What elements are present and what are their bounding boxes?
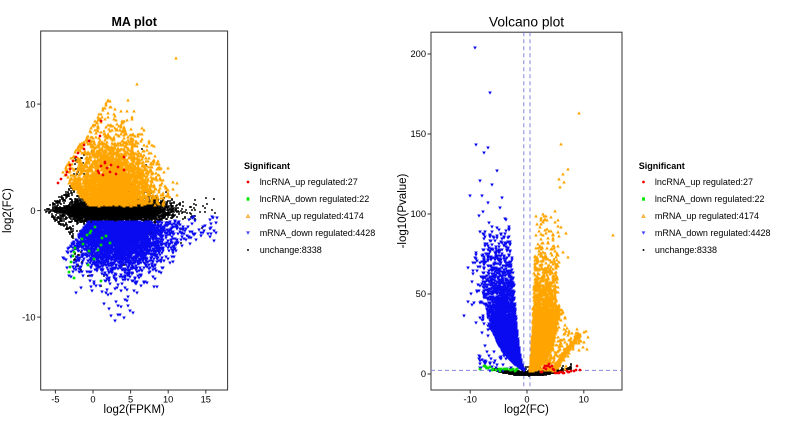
svg-text:log2(FPKM): log2(FPKM) xyxy=(104,404,166,416)
svg-text:lncRNA_up regulated:27: lncRNA_up regulated:27 xyxy=(655,177,753,187)
svg-text:0: 0 xyxy=(30,206,35,216)
svg-text:0: 0 xyxy=(524,395,529,405)
svg-text:mRNA_down regulated:4428: mRNA_down regulated:4428 xyxy=(260,228,376,238)
svg-text:mRNA_down regulated:4428: mRNA_down regulated:4428 xyxy=(655,228,771,238)
svg-text:0: 0 xyxy=(90,395,95,405)
svg-text:log2(FC): log2(FC) xyxy=(2,188,14,233)
svg-text:200: 200 xyxy=(410,49,426,59)
svg-text:10: 10 xyxy=(25,99,35,109)
svg-text:MA plot: MA plot xyxy=(112,15,158,29)
svg-text:unchange:8338: unchange:8338 xyxy=(260,245,322,255)
svg-text:-10: -10 xyxy=(463,395,476,405)
svg-text:Volcano plot: Volcano plot xyxy=(489,15,564,30)
svg-text:-5: -5 xyxy=(51,395,59,405)
svg-text:50: 50 xyxy=(416,289,426,299)
svg-text:lncRNA_down regulated:22: lncRNA_down regulated:22 xyxy=(655,194,765,204)
svg-text:lncRNA_up regulated:27: lncRNA_up regulated:27 xyxy=(260,177,358,187)
svg-text:10: 10 xyxy=(163,395,173,405)
svg-text:lncRNA_down regulated:22: lncRNA_down regulated:22 xyxy=(260,194,370,204)
svg-text:unchange:8338: unchange:8338 xyxy=(655,245,717,255)
svg-text:100: 100 xyxy=(410,209,426,219)
svg-text:-log10(Pvalue): -log10(Pvalue) xyxy=(397,173,409,248)
svg-text:Significant: Significant xyxy=(244,161,290,171)
svg-text:15: 15 xyxy=(201,395,211,405)
svg-text:10: 10 xyxy=(579,395,589,405)
svg-text:log2(FC): log2(FC) xyxy=(504,404,549,416)
svg-text:mRNA_up regulated:4174: mRNA_up regulated:4174 xyxy=(260,211,364,221)
svg-text:0: 0 xyxy=(421,369,426,379)
svg-text:-10: -10 xyxy=(22,312,35,322)
svg-text:Significant: Significant xyxy=(639,161,685,171)
svg-text:mRNA_up regulated:4174: mRNA_up regulated:4174 xyxy=(655,211,759,221)
svg-text:150: 150 xyxy=(410,129,426,139)
svg-text:5: 5 xyxy=(128,395,133,405)
